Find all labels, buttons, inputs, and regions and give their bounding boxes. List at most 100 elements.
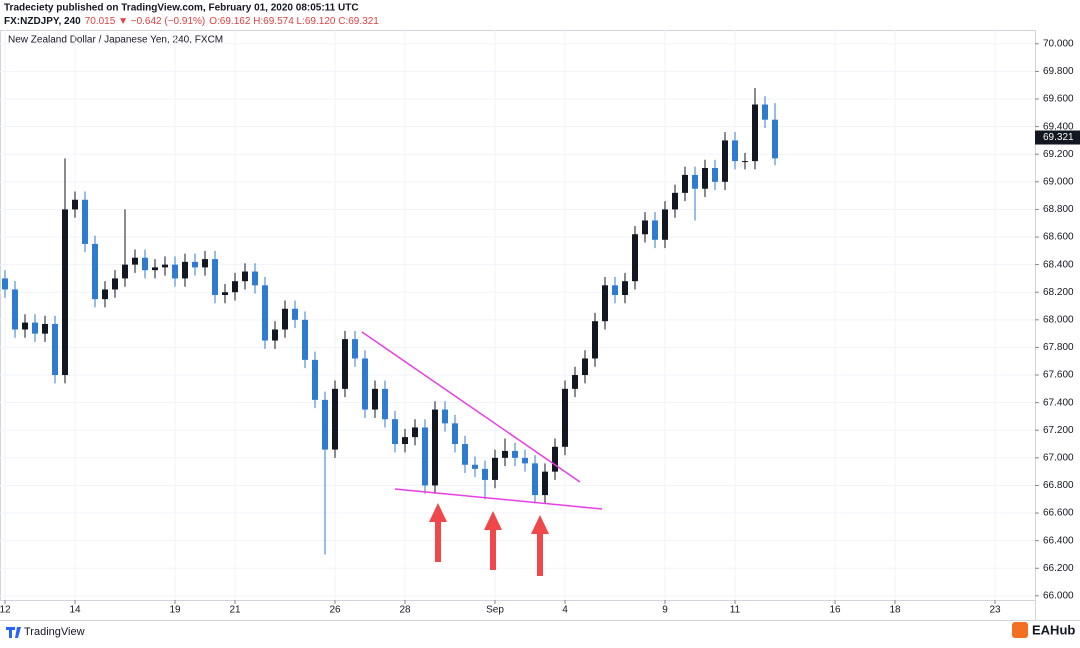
- candle-body: [672, 192, 678, 210]
- candle-body: [662, 209, 668, 240]
- arrow: [484, 511, 502, 570]
- symbol: FX:NZDJPY, 240: [4, 16, 81, 27]
- y-tick-label: 70.000: [1043, 38, 1074, 49]
- candle-body: [102, 289, 108, 300]
- candle-body: [702, 168, 708, 189]
- watermark-icon: [1012, 622, 1028, 638]
- candle-body: [572, 375, 578, 389]
- symbol-line: FX:NZDJPY, 240 70.015 ▼ −0.642 (−0.91%) O:…: [4, 16, 379, 27]
- candle-body: [652, 220, 658, 240]
- candle-body: [362, 358, 368, 410]
- candle-body: [692, 174, 698, 189]
- trendline: [361, 331, 581, 483]
- candle-body: [62, 209, 68, 376]
- x-tick-label: 14: [69, 605, 81, 616]
- candle-body: [432, 409, 438, 486]
- candle-body: [742, 161, 748, 163]
- candle-body: [292, 308, 298, 320]
- x-tick-label: Sep: [486, 605, 504, 616]
- x-tick-label: 19: [169, 605, 181, 616]
- candle-body: [382, 388, 388, 420]
- candle-body: [242, 271, 248, 282]
- x-tick-label: 26: [329, 605, 341, 616]
- y-tick-label: 68.200: [1043, 287, 1074, 298]
- y-tick-label: 69.200: [1043, 149, 1074, 160]
- candle-body: [122, 264, 128, 279]
- brand-logo: [6, 627, 21, 638]
- arrows: [429, 503, 549, 576]
- candle-body: [762, 104, 768, 120]
- brand: TradingView: [24, 626, 85, 638]
- candle-body: [72, 199, 78, 210]
- candle-body: [222, 292, 228, 295]
- candle-body: [612, 285, 618, 295]
- y-tick-label: 66.000: [1043, 591, 1074, 602]
- candle-body: [372, 388, 378, 410]
- y-tick-label: 67.000: [1043, 452, 1074, 463]
- y-tick-label: 68.600: [1043, 232, 1074, 243]
- candle-body: [552, 446, 558, 472]
- candle-body: [312, 359, 318, 400]
- x-tick-label: 23: [989, 605, 1001, 616]
- candle-body: [712, 168, 718, 182]
- candle-body: [532, 463, 538, 496]
- x-tick-label: 21: [229, 605, 241, 616]
- candle-body: [602, 285, 608, 322]
- candle-body: [752, 104, 758, 162]
- candle-body: [142, 257, 148, 271]
- y-tick-label: 68.800: [1043, 204, 1074, 215]
- candle-body: [512, 450, 518, 458]
- candle-body: [192, 261, 198, 268]
- y-tick-label: 67.800: [1043, 342, 1074, 353]
- y-tick-label: 66.800: [1043, 480, 1074, 491]
- candle-body: [722, 140, 728, 182]
- y-tick-label: 69.600: [1043, 94, 1074, 105]
- y-tick-label: 67.200: [1043, 425, 1074, 436]
- candle-body: [462, 444, 468, 465]
- candle-body: [52, 323, 58, 376]
- x-tick-label: 11: [730, 605, 741, 616]
- candle-body: [42, 323, 48, 334]
- candle-body: [212, 259, 218, 295]
- last-price-label: 69.321: [1043, 132, 1074, 143]
- candle-body: [452, 423, 458, 445]
- candle-body: [262, 285, 268, 341]
- candle-body: [422, 427, 428, 486]
- candle-body: [152, 267, 158, 271]
- change: 70.015 ▼ −0.642 (−0.91%): [85, 16, 206, 27]
- candle-body: [502, 450, 508, 458]
- candle-body: [732, 140, 738, 162]
- candle-body: [202, 259, 208, 268]
- candle-body: [322, 399, 328, 450]
- candle-body: [32, 322, 38, 334]
- ohlc: O:69.162 H:69.574 L:69.120 C:69.321: [209, 16, 379, 27]
- candle-body: [392, 419, 398, 445]
- candle-body: [272, 329, 278, 341]
- candle-body: [282, 308, 288, 330]
- arrow: [531, 515, 549, 576]
- candle-body: [172, 264, 178, 279]
- candle-body: [252, 271, 258, 286]
- y-tick-label: 69.000: [1043, 176, 1074, 187]
- y-tick-label: 68.400: [1043, 259, 1074, 270]
- x-tick-label: 9: [662, 605, 668, 616]
- candle-body: [112, 278, 118, 290]
- candle-body: [332, 388, 338, 450]
- candle-body: [682, 174, 688, 193]
- candle-body: [402, 437, 408, 445]
- candle-body: [492, 457, 498, 480]
- candle-body: [622, 281, 628, 295]
- y-tick-label: 66.200: [1043, 563, 1074, 574]
- candle-body: [182, 261, 188, 279]
- support-line: [394, 488, 603, 510]
- candle-body: [472, 464, 478, 469]
- candle-body: [562, 388, 568, 447]
- y-tick-label: 67.400: [1043, 397, 1074, 408]
- y-tick-label: 69.400: [1043, 121, 1074, 132]
- candle-body: [442, 409, 448, 424]
- candle-body: [132, 257, 138, 265]
- candle-body: [542, 471, 548, 496]
- candle-body: [632, 234, 638, 282]
- candle-body: [302, 319, 308, 360]
